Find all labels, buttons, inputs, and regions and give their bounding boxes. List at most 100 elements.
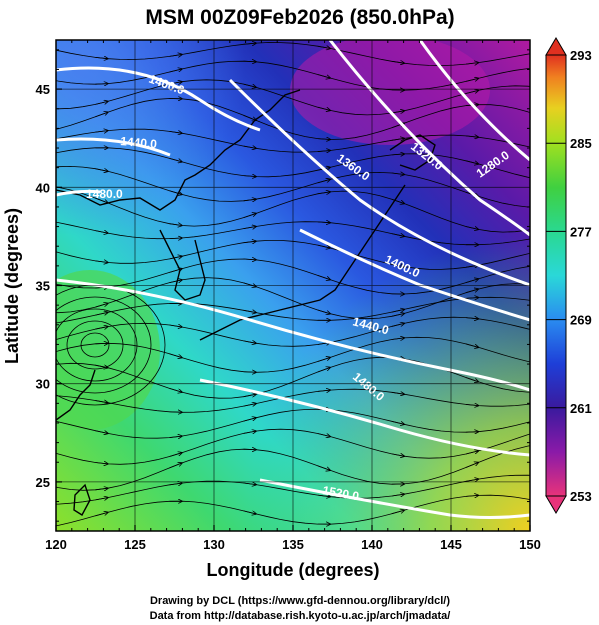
wind-arrow xyxy=(243,510,256,514)
wind-arrow xyxy=(391,420,404,424)
wind-arrow xyxy=(317,357,330,362)
wind-arrow xyxy=(317,192,330,194)
wind-arrow xyxy=(95,303,107,308)
wind-arrow xyxy=(169,157,182,161)
wind-arrow xyxy=(95,231,107,233)
wind-arrow xyxy=(391,494,404,496)
wind-arrow xyxy=(317,222,330,223)
contour-1400-lower xyxy=(299,228,530,322)
wind-arrow xyxy=(391,264,404,266)
wind-arrow xyxy=(465,298,478,299)
wind-arrow xyxy=(95,101,107,105)
contour-1520 xyxy=(259,478,530,519)
wind-arrow xyxy=(243,341,256,343)
wind-arrow xyxy=(95,57,107,58)
y-tick-label: 30 xyxy=(36,377,50,392)
wind-arrow xyxy=(243,282,256,287)
wind-arrow xyxy=(317,433,330,437)
coastline-china-south xyxy=(56,369,96,421)
wind-arrow xyxy=(391,392,404,394)
wind-arrow xyxy=(391,111,404,113)
wind-arrow xyxy=(169,69,182,73)
wind-arrow xyxy=(391,314,404,317)
wind-arrow xyxy=(243,227,256,229)
plot-area: 1280.0 1320.0 1360.0 1400.0 1400.0 1440.… xyxy=(56,40,530,531)
x-axis-ticks: 120 125 130 135 140 145 150 xyxy=(45,40,541,552)
wind-arrow xyxy=(317,465,330,470)
wind-arrow xyxy=(317,495,330,497)
wind-arrow xyxy=(465,78,478,82)
contour-label-1520: 1520.0 xyxy=(321,483,360,503)
wind-arrow xyxy=(243,213,256,218)
wind-arrow xyxy=(465,279,478,284)
wind-arrow xyxy=(391,454,404,456)
x-tick-label: 125 xyxy=(124,537,146,552)
wind-arrow xyxy=(465,404,478,405)
colorbar-tick-label: 261 xyxy=(570,401,592,416)
wind-arrow xyxy=(169,224,182,226)
wind-arrow xyxy=(169,483,182,485)
wind-arrow xyxy=(243,431,256,433)
coastline-hokkaido xyxy=(389,134,436,171)
colorbar-tick-label: 285 xyxy=(570,136,592,151)
geopotential-contours xyxy=(56,40,530,519)
wind-arrow xyxy=(317,367,330,373)
wind-arrow xyxy=(169,280,182,283)
wind-arrow xyxy=(243,418,256,422)
x-tick-label: 145 xyxy=(440,537,462,552)
wind-arrow xyxy=(95,463,107,464)
wind-arrow xyxy=(95,401,107,403)
wind-arrow xyxy=(317,46,330,48)
colorbar-gradient xyxy=(545,54,567,497)
wind-arrow xyxy=(243,146,256,148)
wind-arrow xyxy=(465,90,478,94)
wind-arrow xyxy=(391,154,404,155)
wind-arrow xyxy=(169,412,182,413)
footer-credit-data: Data from http://database.rish.kyoto-u.a… xyxy=(150,610,451,622)
wind-arrow xyxy=(317,139,330,140)
wind-arrow xyxy=(465,226,478,229)
wind-arrow xyxy=(317,106,330,110)
wind-arrow xyxy=(391,61,404,63)
wind-arrow xyxy=(465,160,478,164)
swirl-streamline xyxy=(80,332,110,358)
wind-arrow xyxy=(243,43,256,44)
wind-arrow xyxy=(95,343,107,344)
contour-1320 xyxy=(328,40,530,237)
colorbar-tick-label: 277 xyxy=(570,224,592,239)
wind-arrow xyxy=(169,256,182,259)
x-tick-label: 140 xyxy=(361,537,383,552)
wind-arrow xyxy=(391,323,404,327)
colorbar-top-arrow xyxy=(545,37,567,56)
wind-arrow xyxy=(317,74,330,78)
wind-arrow xyxy=(317,275,330,279)
wind-arrow xyxy=(243,176,256,177)
wind-arrow xyxy=(391,198,404,203)
wind-arrow xyxy=(95,312,107,315)
wind-arrow xyxy=(95,261,107,263)
contour-1360 xyxy=(228,78,530,287)
swirl-streamline xyxy=(56,308,138,382)
wind-arrow xyxy=(169,131,182,133)
wind-arrow xyxy=(465,451,478,455)
colorbar: 293 285 277 269 261 253 xyxy=(545,37,592,514)
wind-arrow xyxy=(391,309,404,312)
wind-arrow xyxy=(465,343,478,347)
wind-arrow xyxy=(169,190,182,195)
wind-arrow xyxy=(243,83,256,87)
wind-arrow xyxy=(465,136,478,137)
wind-arrow xyxy=(169,453,182,457)
wind-arrow xyxy=(95,112,107,118)
wind-arrow xyxy=(169,325,182,327)
wind-arrow xyxy=(169,238,182,239)
wind-arrow xyxy=(391,510,404,515)
wind-arrow xyxy=(317,150,330,151)
wind-arrow xyxy=(243,114,256,120)
contour-1480-upper xyxy=(56,189,101,197)
wind-arrow xyxy=(169,353,182,358)
wind-arrow xyxy=(391,338,404,340)
swirl-streamline xyxy=(56,296,152,394)
wind-arrow xyxy=(243,199,256,201)
wind-arrow xyxy=(465,377,478,381)
wind-arrow xyxy=(243,483,256,485)
